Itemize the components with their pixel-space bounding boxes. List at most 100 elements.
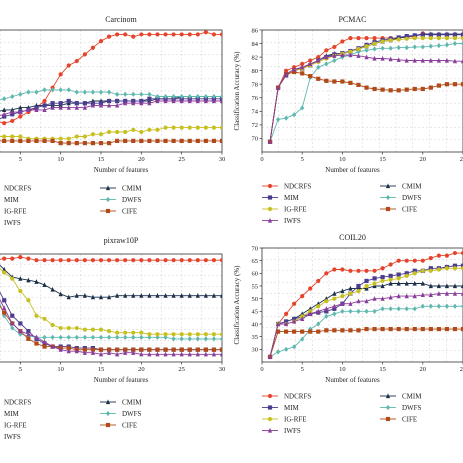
legend-entry: IWFS (262, 217, 301, 225)
data-point (420, 36, 425, 41)
data-point (284, 71, 289, 77)
data-point (292, 301, 297, 306)
data-point (18, 109, 23, 115)
legend-swatch-marker (267, 393, 273, 399)
data-point (115, 258, 120, 263)
y-axis-label: Classification Accuracy (%) (233, 265, 241, 345)
data-point (58, 87, 63, 93)
data-point (316, 321, 321, 327)
data-point (98, 351, 104, 357)
data-point (171, 98, 176, 104)
data-point (34, 334, 39, 340)
data-point (452, 250, 458, 256)
chart-panel-0: Carcinom 5 10 15 20 25 30 Number of features (0, 15, 225, 174)
data-point (332, 57, 337, 64)
data-point (74, 134, 79, 139)
legend-swatch-marker (385, 393, 391, 399)
data-point (444, 326, 450, 332)
data-point (364, 278, 369, 284)
data-point (187, 293, 192, 298)
data-point (147, 138, 152, 144)
data-point (2, 305, 7, 311)
data-point (211, 98, 217, 104)
legend-label: NDCRFS (284, 183, 311, 191)
data-point (340, 267, 345, 272)
data-point (308, 58, 313, 63)
data-point (300, 316, 305, 322)
legend-entry: NDCRFS (4, 185, 31, 193)
data-point (123, 334, 128, 340)
data-point (179, 347, 184, 352)
data-point (308, 73, 313, 79)
data-point (115, 98, 120, 104)
data-point (163, 334, 168, 340)
data-point (275, 349, 281, 355)
data-point (2, 270, 7, 275)
data-point (163, 258, 168, 263)
data-point (219, 125, 222, 130)
data-point (98, 258, 104, 263)
data-point (364, 308, 369, 314)
data-point (388, 38, 393, 43)
data-point (50, 286, 55, 292)
data-point (356, 328, 361, 333)
data-point (316, 76, 321, 81)
data-point (66, 294, 71, 300)
data-point (42, 334, 47, 340)
legend-label: DWFS (402, 194, 422, 202)
series-DWFS (267, 303, 463, 360)
data-point (50, 87, 55, 93)
data-point (74, 334, 79, 340)
legend-label: CMIM (122, 185, 142, 193)
data-point (131, 347, 136, 352)
data-point (324, 309, 329, 314)
legend-entry: CIFE (100, 208, 137, 216)
legend-label: IG-RFE (4, 422, 27, 430)
data-point (195, 347, 200, 352)
data-point (90, 294, 96, 300)
data-point (139, 138, 144, 144)
x-tick-label: 10 (57, 156, 64, 163)
data-point (139, 129, 144, 135)
chart-panel-3: COIL20 0 5 10 15 20 25 30 35 40 45 50 55 60 65 70 Number… (233, 233, 463, 435)
x-tick-label: 5 (301, 156, 304, 163)
y-tick-label: 65 (252, 258, 259, 265)
legend-entry: NDCRFS (262, 183, 311, 191)
legend-label: MIM (4, 196, 20, 204)
x-tick-label: 15 (98, 366, 105, 373)
data-point (82, 350, 87, 355)
data-point (267, 354, 273, 360)
legend-label: CIFE (122, 208, 137, 216)
data-point (26, 336, 31, 341)
data-point (10, 109, 15, 115)
data-point (2, 256, 7, 261)
data-point (74, 325, 79, 331)
data-point (82, 134, 87, 139)
data-point (106, 102, 112, 108)
data-point (364, 54, 369, 60)
x-tick-label: 25 (460, 156, 463, 163)
data-point (380, 275, 385, 280)
data-point (171, 138, 176, 144)
legend-label: MIM (284, 404, 300, 412)
data-point (179, 125, 184, 130)
series-IWFS (0, 98, 222, 117)
data-point (187, 98, 192, 104)
data-point (308, 311, 313, 316)
data-point (195, 258, 200, 263)
data-point (34, 89, 39, 95)
data-point (42, 98, 47, 104)
data-point (332, 306, 337, 311)
series-IG-RFE (267, 36, 463, 144)
y-tick-label: 40 (252, 321, 259, 328)
data-point (66, 334, 71, 340)
legend-label: IWFS (284, 217, 301, 225)
data-point (460, 266, 463, 271)
data-point (82, 327, 87, 332)
legend-entry: IWFS (4, 433, 21, 441)
legend-swatch-marker (385, 416, 391, 422)
legend-swatch-marker (385, 206, 391, 212)
data-point (460, 303, 463, 309)
data-point (163, 138, 168, 144)
data-point (428, 326, 433, 332)
